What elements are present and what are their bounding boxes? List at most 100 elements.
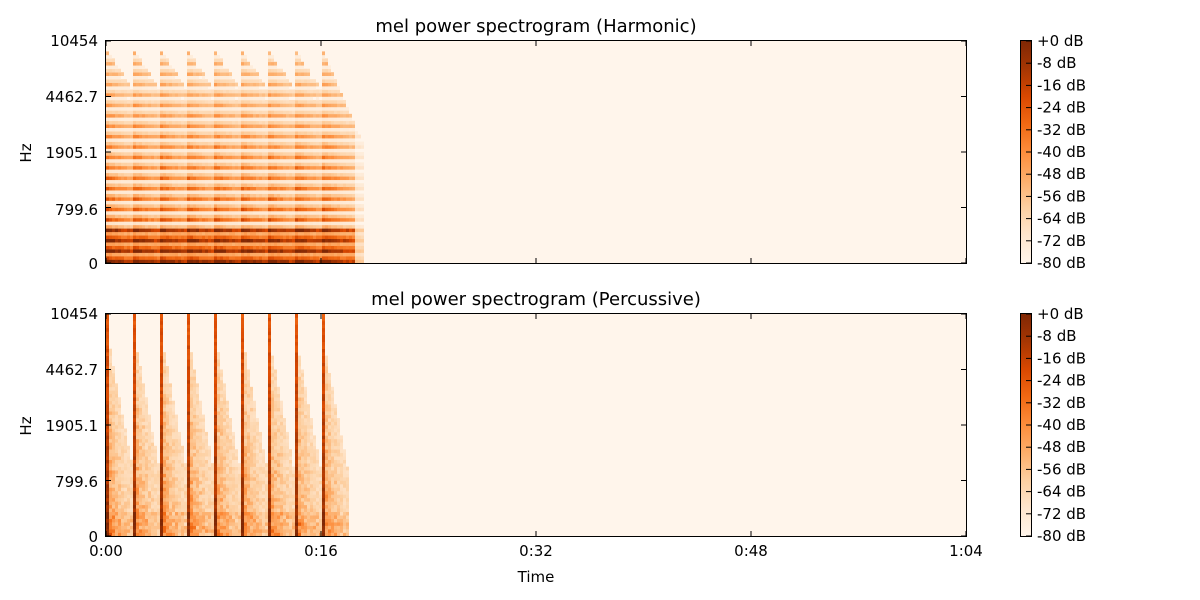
heatmap-cell [151, 141, 154, 146]
heatmap-cell [340, 158, 343, 163]
heatmap-cell [187, 124, 190, 129]
heatmap-cell [130, 148, 133, 153]
heatmap-cell [202, 224, 205, 229]
heatmap-cell [298, 72, 301, 76]
heatmap-cell [145, 148, 148, 153]
heatmap-cell [301, 93, 304, 97]
heatmap-cell [235, 127, 238, 132]
heatmap-cell [181, 210, 184, 215]
heatmap-cell [196, 217, 199, 222]
heatmap-cell [253, 214, 256, 219]
heatmap-cell [115, 231, 118, 236]
heatmap-cell [229, 190, 232, 194]
heatmap-cell [265, 120, 268, 125]
heatmap-cell [127, 113, 130, 118]
heatmap-cell [199, 245, 202, 250]
heatmap-cell [220, 245, 223, 250]
heatmap-cell [166, 152, 169, 156]
heatmap-cell [211, 179, 214, 184]
heatmap-cell [121, 252, 124, 257]
heatmap-cell [358, 204, 361, 208]
heatmap-cell [169, 256, 172, 260]
heatmap-cell [265, 210, 268, 215]
heatmap-cell [109, 86, 112, 90]
heatmap-cell [112, 110, 115, 115]
heatmap-cell [106, 327, 109, 332]
heatmap-cell [355, 217, 358, 222]
heatmap-cell [295, 65, 298, 70]
heatmap-cell [124, 172, 127, 177]
heatmap-cell [199, 120, 202, 125]
heatmap-cell [328, 193, 331, 198]
heatmap-cell [121, 477, 124, 481]
heatmap-cell [280, 224, 283, 229]
heatmap-cell [331, 231, 334, 236]
heatmap-cell [343, 103, 346, 108]
heatmap-cell [226, 242, 229, 246]
heatmap-cell [166, 221, 169, 226]
heatmap-cell [253, 106, 256, 111]
heatmap-cell [229, 158, 232, 163]
heatmap-cell [208, 221, 211, 226]
heatmap-cell [271, 58, 274, 63]
heatmap-cell [115, 477, 118, 481]
heatmap-cell [304, 169, 307, 174]
heatmap-cell [178, 204, 181, 208]
heatmap-cell [292, 207, 295, 212]
heatmap-cell [232, 106, 235, 111]
heatmap-cell [328, 217, 331, 222]
heatmap-cell [118, 452, 121, 457]
heatmap-cell [121, 438, 124, 443]
heatmap-cell [253, 245, 256, 250]
heatmap-cell [295, 242, 298, 246]
heatmap-cell [292, 259, 295, 264]
heatmap-cell [247, 224, 250, 229]
heatmap-cell [112, 463, 115, 467]
heatmap-cell [331, 242, 334, 246]
heatmap-cell [355, 155, 358, 160]
heatmap-cell [127, 242, 130, 246]
heatmap-cell [241, 82, 244, 87]
heatmap-cell [145, 103, 148, 108]
heatmap-cell [163, 117, 166, 122]
heatmap-cell [118, 89, 121, 94]
heatmap-cell [322, 138, 325, 142]
heatmap-cell [283, 110, 286, 115]
heatmap-cell [325, 249, 328, 253]
heatmap-cell [193, 155, 196, 160]
heatmap-cell [175, 82, 178, 87]
heatmap-cell [217, 54, 220, 59]
heatmap-cell [304, 242, 307, 246]
heatmap-cell [313, 193, 316, 198]
heatmap-cell [322, 176, 325, 181]
heatmap-cell [229, 238, 232, 243]
heatmap-cell [346, 141, 349, 146]
heatmap-cell [322, 256, 325, 260]
heatmap-cell [304, 259, 307, 264]
heatmap-cell [178, 245, 181, 250]
heatmap-cell [205, 200, 208, 205]
heatmap-cell [235, 145, 238, 149]
heatmap-cell [169, 242, 172, 246]
heatmap-cell [160, 110, 163, 115]
heatmap-cell [136, 214, 139, 219]
heatmap-cell [238, 120, 241, 125]
heatmap-cell [163, 68, 166, 73]
heatmap-cell [178, 228, 181, 233]
heatmap-cell [151, 242, 154, 246]
heatmap-cell [280, 93, 283, 97]
heatmap-cell [190, 224, 193, 229]
heatmap-cell [151, 131, 154, 135]
heatmap-cell [217, 99, 220, 104]
heatmap-cell [349, 120, 352, 125]
heatmap-cell [154, 148, 157, 153]
heatmap-cell [301, 190, 304, 194]
heatmap-cell [220, 134, 223, 139]
heatmap-cell [205, 103, 208, 108]
heatmap-cell [133, 256, 136, 260]
heatmap-cell [346, 200, 349, 205]
heatmap-cell [109, 72, 112, 76]
heatmap-cell [310, 113, 313, 118]
heatmap-cell [319, 179, 322, 184]
heatmap-cell [118, 411, 121, 415]
